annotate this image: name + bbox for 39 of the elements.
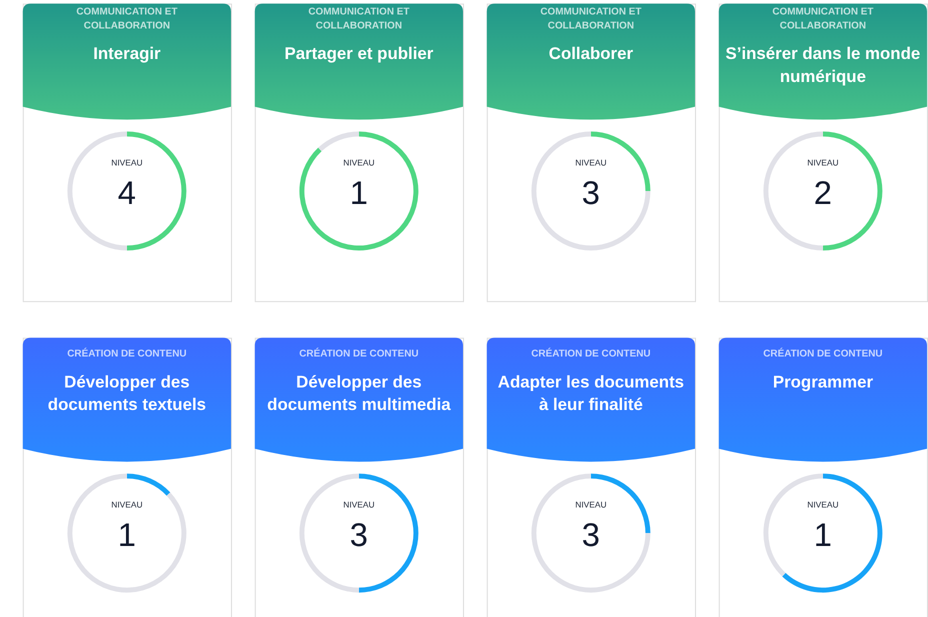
chart-title: Collaborer — [548, 44, 634, 64]
chart-subtitle: COMMUNICATION ET COLLABORATION — [308, 6, 410, 32]
chart-subtitle: CRÉATION DE CONTENU — [531, 348, 651, 360]
donut-slice — [531, 132, 650, 250]
text: 1 — [814, 516, 832, 553]
chart-subtitle: CRÉATION DE CONTENU — [67, 348, 187, 360]
text: NIVEAU — [111, 499, 143, 510]
text: 1 — [350, 174, 368, 211]
chart-title: S’insérer dans le monde numérique — [726, 44, 920, 86]
text: 4 — [118, 174, 136, 211]
text: NIVEAU — [807, 499, 839, 510]
donut-slice — [67, 474, 186, 593]
chart-title: Partager et publier — [284, 44, 434, 64]
text: NIVEAU — [807, 157, 839, 168]
donut-slice — [299, 132, 418, 250]
chart-title: Adapter les documents à leur finalité — [498, 372, 684, 414]
text: 3 — [350, 516, 368, 553]
donut-slice — [126, 474, 170, 496]
text: 3 — [582, 516, 600, 553]
text: NIVEAU — [575, 499, 607, 510]
chart-subtitle: COMMUNICATION ET COLLABORATION — [76, 6, 178, 32]
chart-title: Interagir — [93, 44, 162, 64]
chart-title: Développer des documents textuels — [48, 372, 206, 414]
text: 2 — [814, 174, 832, 211]
text: NIVEAU — [343, 157, 375, 168]
chart-subtitle: COMMUNICATION ET COLLABORATION — [772, 6, 874, 32]
chart-title: Développer des documents multimedia — [267, 372, 452, 414]
chart-subtitle: CRÉATION DE CONTENU — [763, 348, 883, 360]
donut-slice — [782, 474, 882, 593]
text: NIVEAU — [575, 157, 607, 168]
text: NIVEAU — [111, 157, 143, 168]
donut-slice — [318, 132, 359, 152]
chart-title: Programmer — [772, 372, 874, 392]
chart-subtitle: CRÉATION DE CONTENU — [299, 348, 419, 360]
chart-subtitle: COMMUNICATION ET COLLABORATION — [540, 6, 642, 32]
text: 3 — [582, 174, 600, 211]
donut-slice — [531, 474, 650, 593]
text: NIVEAU — [343, 499, 375, 510]
text: 1 — [118, 516, 136, 553]
